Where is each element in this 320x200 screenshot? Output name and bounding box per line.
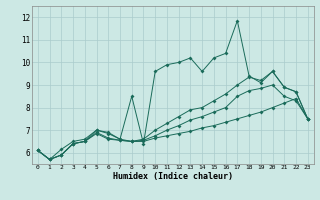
X-axis label: Humidex (Indice chaleur): Humidex (Indice chaleur) bbox=[113, 172, 233, 181]
